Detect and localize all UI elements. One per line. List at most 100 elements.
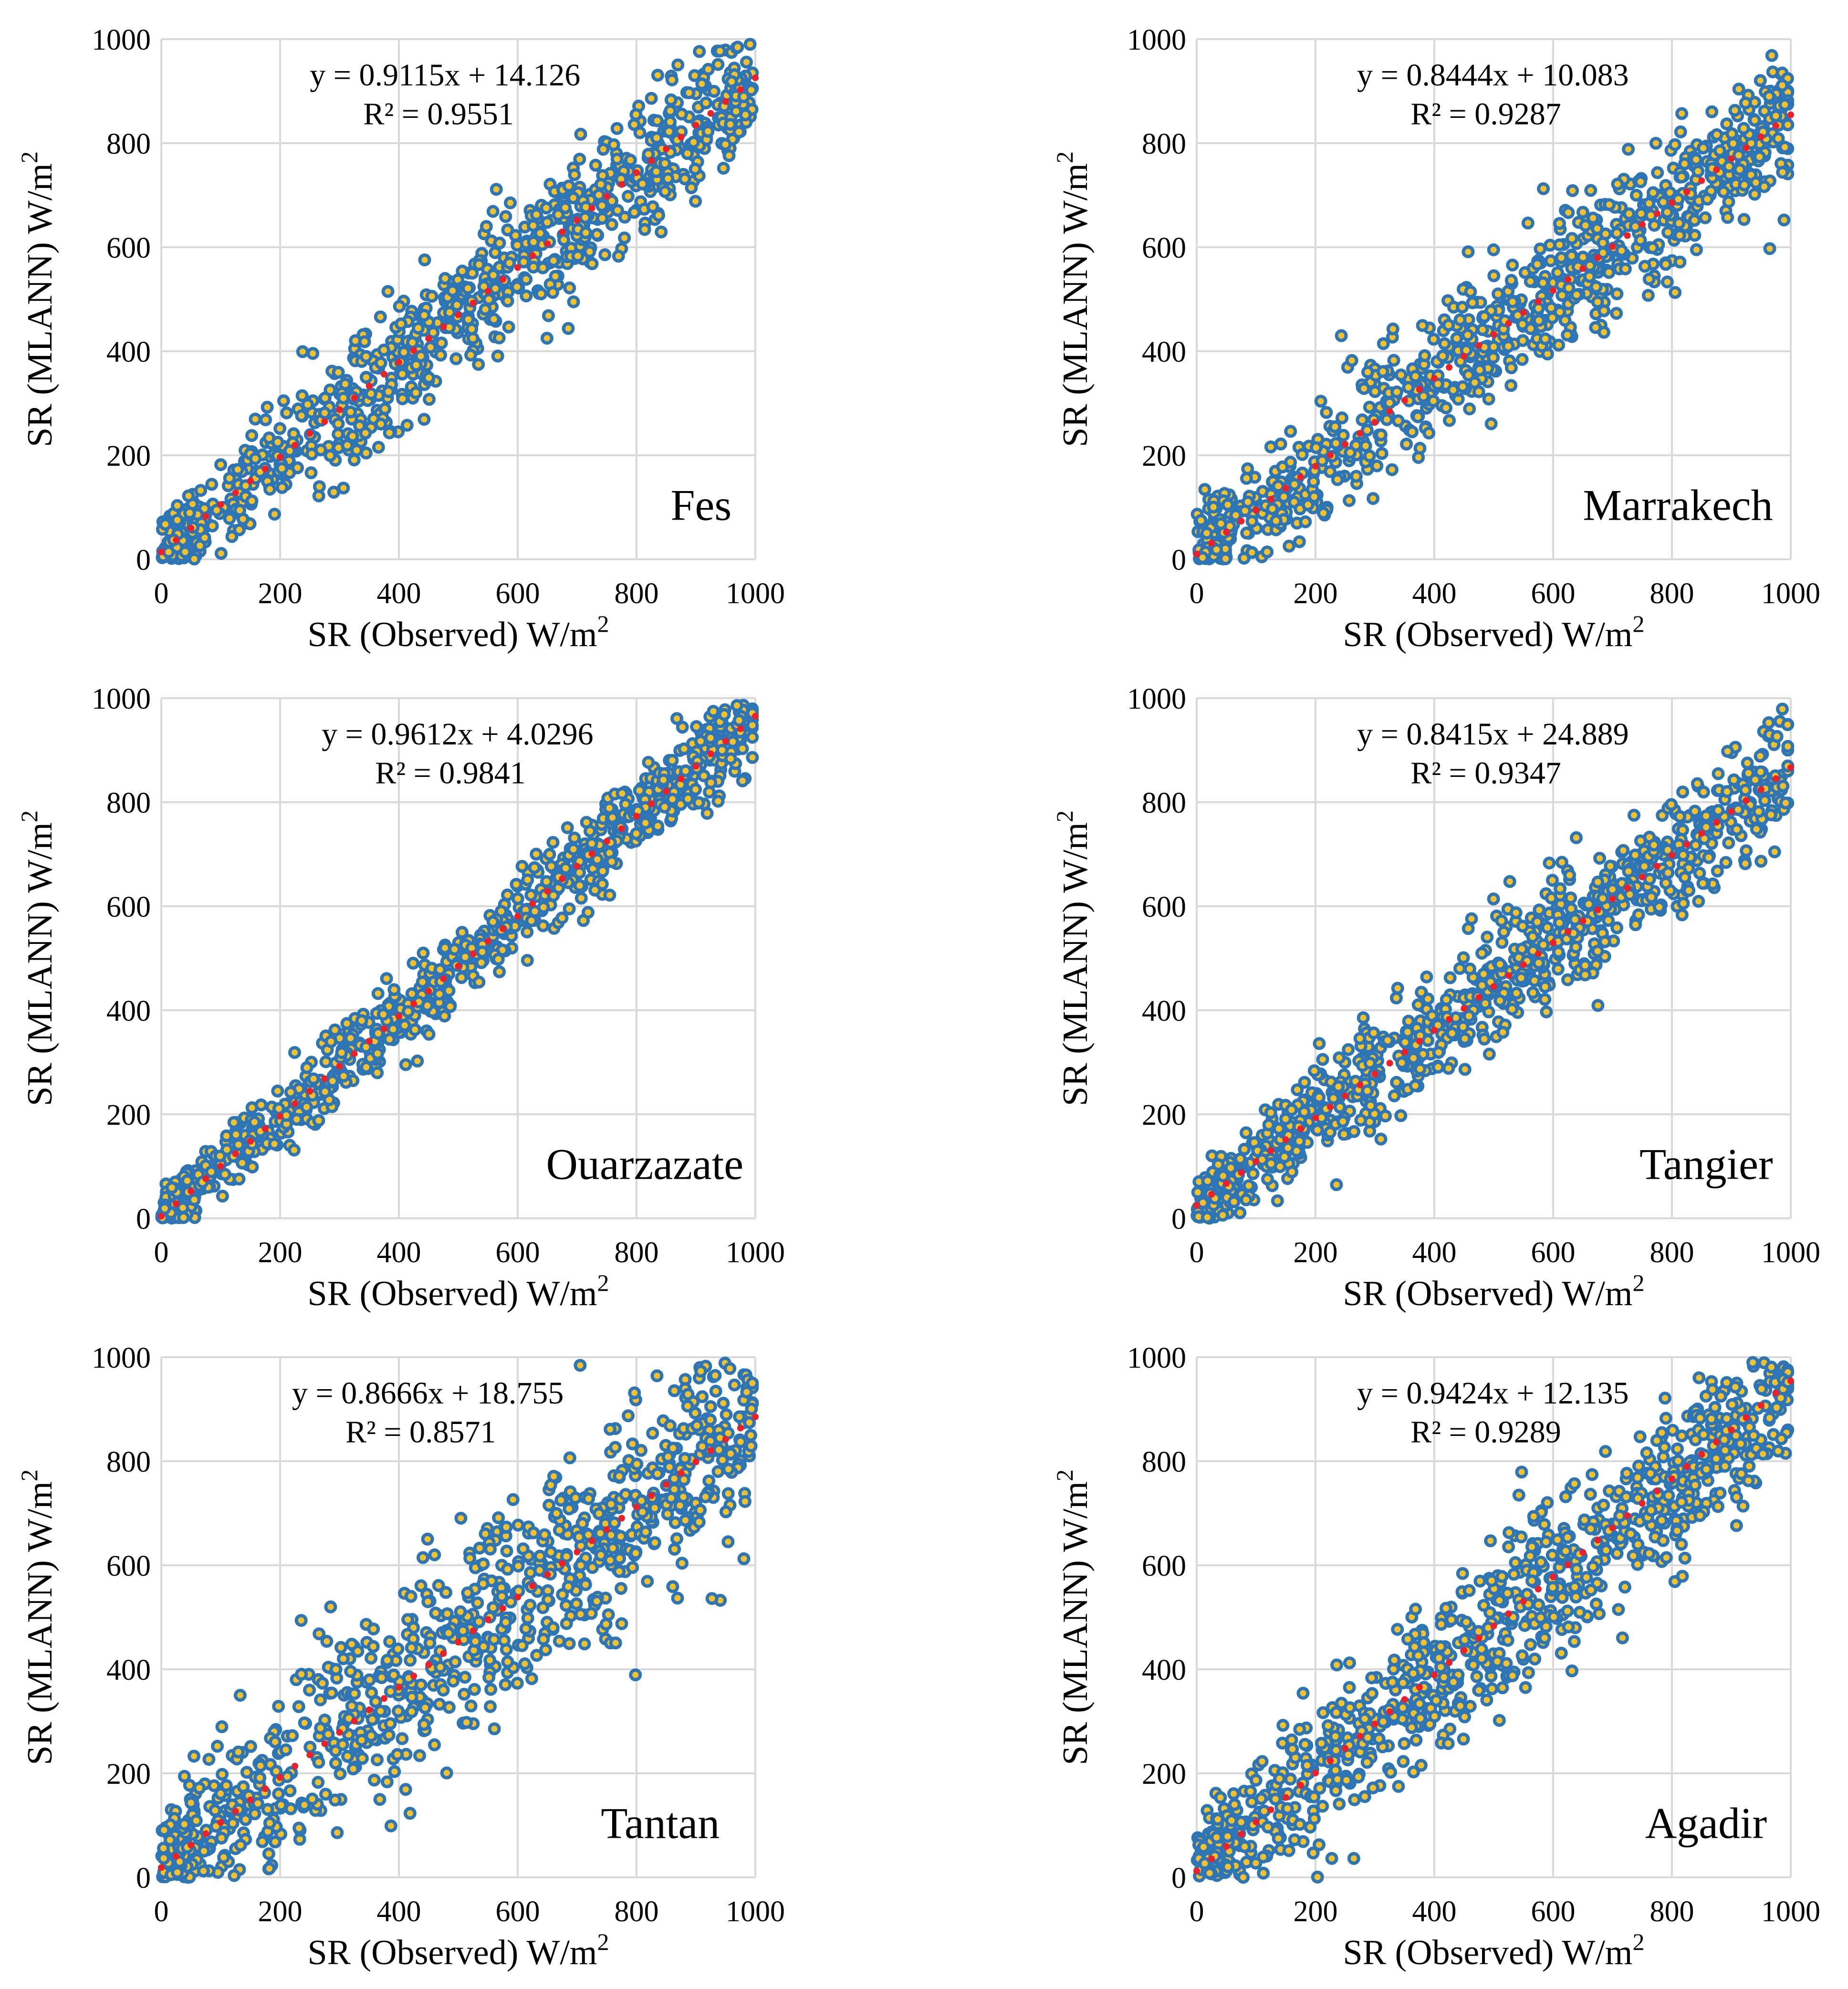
data-point — [492, 331, 506, 345]
data-point — [616, 787, 629, 800]
trendline-dot — [336, 1063, 343, 1070]
trendline-dot — [321, 1740, 328, 1747]
trendline-dot — [1401, 1048, 1408, 1056]
data-point — [194, 484, 208, 497]
trendline-dot — [455, 1639, 462, 1646]
data-point — [678, 1452, 691, 1465]
data-point — [1728, 104, 1742, 117]
x-tick-label: 400 — [377, 577, 421, 610]
trendline-dot — [1698, 177, 1705, 184]
data-point — [650, 114, 664, 127]
data-point — [471, 1596, 484, 1610]
trendline-dot — [1624, 232, 1631, 239]
data-point — [1229, 509, 1242, 522]
trendline-dot — [158, 548, 165, 555]
trendline-dot — [455, 311, 462, 318]
data-point — [277, 394, 290, 408]
data-point — [332, 417, 345, 430]
data-point — [157, 1842, 170, 1855]
data-point — [681, 1400, 694, 1413]
data-point — [1675, 170, 1688, 184]
data-point — [1409, 370, 1422, 383]
data-point — [721, 1535, 735, 1549]
data-point — [454, 1605, 467, 1618]
data-point — [1387, 354, 1400, 367]
data-point — [1496, 1026, 1510, 1039]
data-point — [651, 819, 665, 833]
data-point — [1307, 1064, 1321, 1078]
data-point — [429, 1606, 442, 1620]
data-point — [422, 371, 436, 385]
data-point — [574, 1559, 587, 1572]
data-point — [646, 1426, 659, 1440]
data-point — [449, 352, 463, 366]
data-point — [1383, 396, 1396, 409]
data-point — [1660, 275, 1674, 289]
data-point — [1749, 773, 1762, 786]
data-point — [1445, 1026, 1459, 1040]
data-point — [284, 1086, 297, 1099]
data-point — [253, 1771, 267, 1784]
data-point — [1473, 363, 1486, 377]
data-point — [708, 84, 720, 98]
data-point — [589, 158, 602, 172]
data-point — [711, 1465, 725, 1478]
data-point — [371, 1753, 384, 1767]
data-point — [1301, 498, 1315, 512]
data-point — [314, 443, 327, 457]
data-point — [630, 827, 643, 840]
trendline-dot — [1342, 1092, 1349, 1099]
data-point — [1665, 798, 1678, 811]
data-point — [1221, 498, 1234, 512]
trendline-dot — [1327, 451, 1334, 459]
data-point — [1638, 260, 1651, 273]
data-point — [501, 1655, 514, 1668]
trendline-dot — [1267, 1147, 1274, 1154]
data-point — [668, 1516, 682, 1529]
data-point — [1537, 182, 1550, 195]
data-point — [1329, 437, 1343, 450]
trendline-dot — [1565, 928, 1572, 935]
data-point — [319, 1788, 332, 1801]
x-axis-label: SR (Observed) W/m2 — [308, 1269, 609, 1313]
data-point — [296, 345, 309, 358]
data-point — [1629, 848, 1642, 862]
data-point — [1264, 1106, 1277, 1120]
data-point — [510, 878, 523, 891]
data-point — [618, 210, 631, 224]
data-point — [434, 348, 447, 362]
data-point — [223, 471, 236, 485]
data-point — [634, 1444, 647, 1457]
y-tick-label: 800 — [106, 1446, 151, 1478]
data-point — [615, 1617, 628, 1630]
data-point — [1766, 65, 1779, 79]
data-point — [594, 1549, 607, 1562]
trendline-dot — [292, 1100, 299, 1107]
data-point — [1643, 872, 1656, 886]
trendline-dot — [1312, 462, 1319, 470]
data-point — [1409, 1079, 1422, 1092]
trendline-dot — [1238, 1169, 1245, 1176]
data-point — [500, 1520, 513, 1534]
trendline-dot — [158, 1864, 165, 1871]
data-point — [1297, 1105, 1311, 1119]
data-point — [1478, 310, 1491, 323]
data-point — [176, 1201, 189, 1214]
data-point — [679, 1514, 692, 1527]
data-point — [1591, 999, 1605, 1012]
x-axis-label-exponent: 2 — [1633, 610, 1645, 637]
data-point — [541, 1593, 554, 1606]
data-point — [568, 168, 581, 181]
trendline-dot — [1461, 1005, 1468, 1012]
data-point — [655, 225, 668, 239]
data-point — [484, 1542, 497, 1556]
data-point — [1272, 480, 1285, 493]
trendline-dot — [1757, 786, 1764, 793]
data-point — [365, 1652, 378, 1665]
data-point — [401, 1005, 415, 1018]
data-point — [699, 1490, 712, 1504]
data-point — [1722, 836, 1735, 849]
data-point — [1582, 898, 1596, 911]
data-point — [661, 1507, 674, 1521]
data-point — [1566, 184, 1579, 197]
